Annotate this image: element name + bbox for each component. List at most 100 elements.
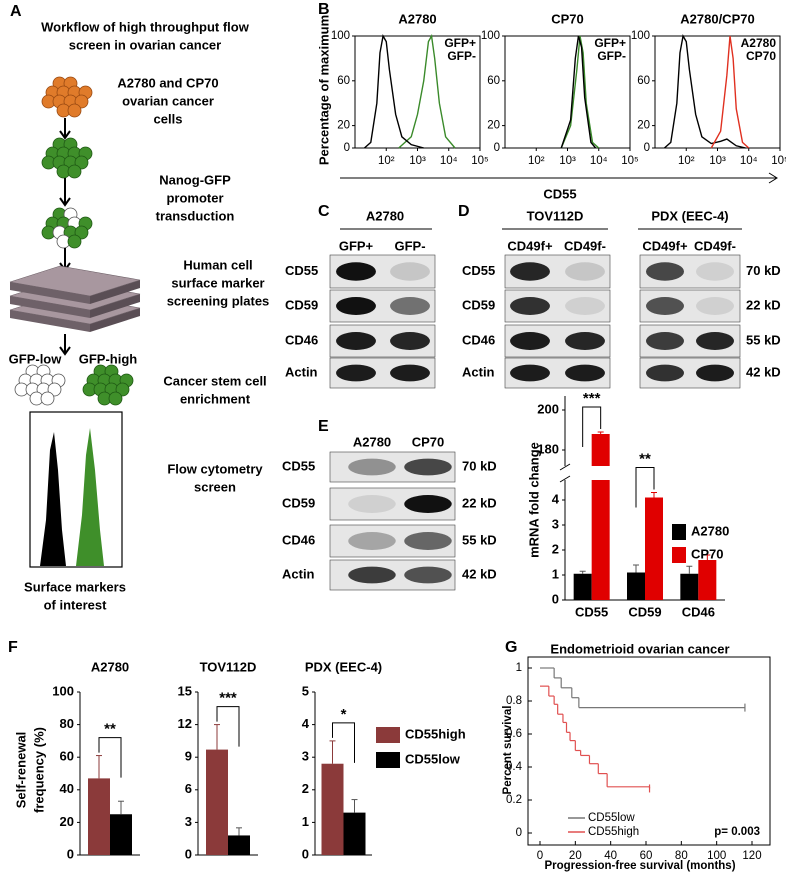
blot-band bbox=[404, 566, 452, 584]
x-tick-label: CD46 bbox=[682, 604, 715, 619]
significance-bracket bbox=[332, 722, 355, 763]
histogram-line bbox=[663, 33, 746, 149]
legend-label: GFP- bbox=[447, 49, 476, 63]
panel-letter: G bbox=[505, 639, 517, 656]
row-label: CD59 bbox=[285, 297, 318, 312]
plate-top bbox=[9, 265, 141, 297]
row-label: CD59 bbox=[462, 297, 495, 312]
bar bbox=[206, 749, 228, 855]
panel-letter: F bbox=[8, 639, 18, 656]
histogram-line bbox=[363, 33, 424, 149]
panel-letter: D bbox=[458, 203, 470, 220]
blot-band bbox=[336, 332, 376, 350]
x-tick-label: 120 bbox=[742, 850, 761, 862]
workflow-step: promoter bbox=[166, 190, 223, 205]
blot-band bbox=[404, 532, 452, 550]
blot-band bbox=[404, 495, 452, 513]
size-label: 42 kD bbox=[746, 364, 781, 379]
histogram-line bbox=[398, 33, 456, 149]
x-tick-label: 10² bbox=[678, 155, 695, 167]
y-tick-label: 4 bbox=[302, 716, 310, 731]
y-tick-label: 180 bbox=[537, 441, 559, 456]
legend-label: CP70 bbox=[746, 49, 776, 63]
blot-band bbox=[404, 458, 452, 476]
plate-side bbox=[90, 308, 140, 332]
lane-label: A2780 bbox=[353, 434, 391, 449]
blot-band bbox=[390, 262, 430, 281]
blot-band bbox=[696, 297, 734, 315]
y-tick-label: 0.6 bbox=[506, 728, 522, 740]
significance-bracket bbox=[216, 706, 240, 747]
bar bbox=[573, 573, 592, 600]
chart-title: A2780 bbox=[91, 659, 129, 674]
size-label: 42 kD bbox=[462, 566, 497, 581]
y-axis-label: frequency (%) bbox=[31, 727, 46, 813]
workflow-title: Workflow of high throughput flow bbox=[41, 19, 250, 34]
y-tick-label: 15 bbox=[178, 683, 192, 698]
workflow-step: Cancer stem cell bbox=[163, 373, 266, 388]
chart-title: Endometrioid ovarian cancer bbox=[550, 641, 729, 656]
plate-side bbox=[90, 294, 140, 318]
row-label: CD55 bbox=[462, 263, 495, 278]
blot-band bbox=[390, 332, 430, 350]
arrow-head bbox=[59, 130, 71, 140]
lane-label: CD49f- bbox=[564, 238, 606, 253]
axis-break bbox=[559, 463, 571, 471]
x-tick-label: 20 bbox=[569, 850, 582, 862]
y-tick-label: 20 bbox=[637, 120, 650, 132]
cell bbox=[67, 234, 82, 249]
row-label: CD55 bbox=[282, 458, 315, 473]
significance-bracket bbox=[98, 737, 122, 778]
blot-band bbox=[336, 297, 376, 315]
blot-band bbox=[390, 364, 430, 382]
bar bbox=[645, 497, 663, 600]
group-label: PDX (EEC-4) bbox=[651, 208, 728, 223]
cell bbox=[108, 391, 123, 406]
y-tick-label: 40 bbox=[60, 781, 74, 796]
x-tick-label: 0 bbox=[537, 850, 543, 862]
blot-band bbox=[565, 364, 605, 382]
blot-band bbox=[348, 458, 396, 476]
legend-label: A2780 bbox=[691, 523, 729, 538]
arrow-head bbox=[768, 172, 778, 184]
blot-band bbox=[646, 332, 684, 350]
histogram-line bbox=[560, 35, 597, 149]
workflow-step: A2780 and CP70 bbox=[117, 75, 218, 90]
workflow-step: screening plates bbox=[167, 293, 270, 308]
histogram-black bbox=[40, 432, 66, 566]
size-label: 22 kD bbox=[462, 495, 497, 510]
y-tick-label: 60 bbox=[637, 75, 650, 87]
lane-label: GFP- bbox=[394, 238, 425, 253]
y-tick-label: 0 bbox=[644, 142, 650, 154]
size-label: 55 kD bbox=[746, 332, 781, 347]
chart-title: CP70 bbox=[551, 11, 584, 26]
blot-band bbox=[348, 495, 396, 513]
arrow-head bbox=[59, 197, 71, 207]
workflow-title: screen in ovarian cancer bbox=[69, 37, 221, 52]
blot-band bbox=[348, 566, 396, 584]
blot-band bbox=[390, 297, 430, 315]
blot-band bbox=[336, 262, 376, 281]
x-tick-label: 10⁵ bbox=[771, 155, 786, 167]
y-tick-label: 0 bbox=[494, 142, 500, 154]
bar bbox=[88, 778, 110, 855]
row-label: CD46 bbox=[462, 332, 495, 347]
chart-title: PDX (EEC-4) bbox=[305, 659, 382, 674]
significance-label: ** bbox=[104, 721, 116, 738]
x-tick-label: 10² bbox=[528, 155, 545, 167]
y-tick-label: 3 bbox=[185, 814, 192, 829]
row-label: Actin bbox=[462, 364, 495, 379]
legend-label: CD55low bbox=[588, 812, 635, 824]
gfp-low-label: GFP-low bbox=[9, 351, 63, 366]
cell bbox=[40, 391, 55, 406]
y-tick-label: 1 bbox=[552, 566, 559, 581]
legend-label: CD55low bbox=[405, 751, 461, 766]
blot-band bbox=[565, 262, 605, 281]
group-label: TOV112D bbox=[527, 208, 584, 223]
lane-label: CD49f+ bbox=[507, 238, 553, 253]
blot-band bbox=[646, 297, 684, 315]
bar bbox=[591, 480, 610, 600]
x-tick-label: 40 bbox=[604, 850, 617, 862]
chart-title: A2780 bbox=[398, 11, 436, 26]
